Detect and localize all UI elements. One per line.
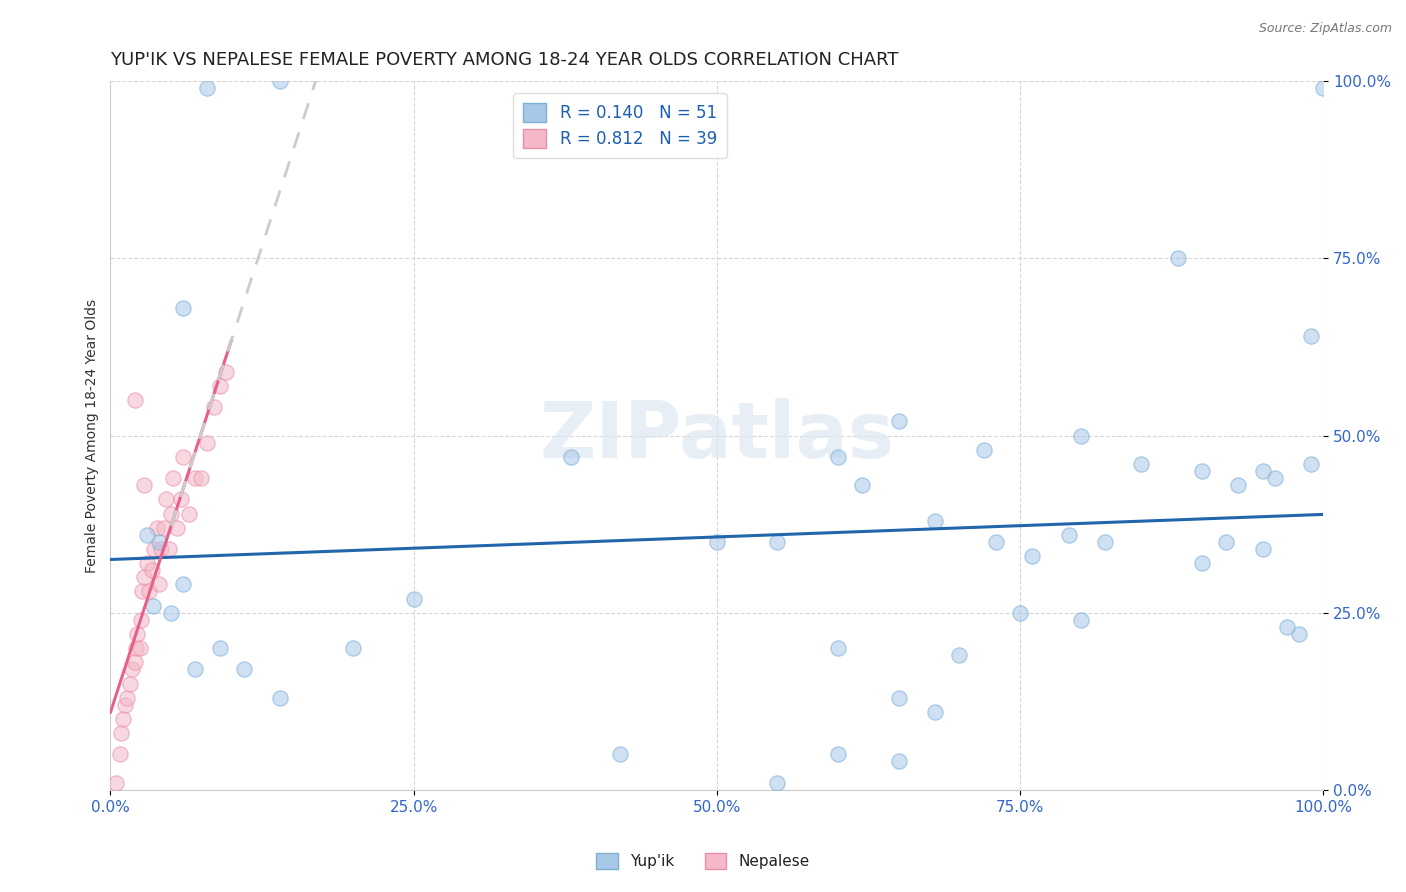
Point [766,534,789,549]
Point [560,450,582,464]
Point [118,676,141,690]
Legend: Yup'ik, Nepalese: Yup'ik, Nepalese [591,847,815,875]
Point [766,776,789,790]
Point [135,528,157,542]
Point [1215,534,1237,549]
Point [127,627,149,641]
Point [179,507,201,521]
Point [184,471,207,485]
Point [166,521,188,535]
Point [1251,541,1274,556]
Point [197,435,219,450]
Point [131,584,153,599]
Point [827,641,849,656]
Point [145,521,167,535]
Point [160,606,183,620]
Legend: R = 0.140   N = 51, R = 0.812   N = 39: R = 0.140 N = 51, R = 0.812 N = 39 [513,94,727,159]
Point [1191,556,1213,570]
Point [172,577,194,591]
Text: ZIPatlas: ZIPatlas [540,398,894,474]
Point [138,584,160,599]
Y-axis label: Female Poverty Among 18-24 Year Olds: Female Poverty Among 18-24 Year Olds [86,299,100,573]
Point [111,712,134,726]
Point [402,591,425,606]
Point [152,521,174,535]
Point [114,698,136,712]
Point [148,534,170,549]
Point [269,690,291,705]
Point [1167,252,1189,266]
Point [924,514,946,528]
Point [129,613,152,627]
Point [1070,613,1092,627]
Point [121,662,143,676]
Point [1130,457,1153,471]
Point [948,648,970,663]
Point [117,690,139,705]
Point [150,541,173,556]
Point [827,450,849,464]
Point [208,641,231,656]
Point [1251,464,1274,478]
Point [148,577,170,591]
Point [1264,471,1286,485]
Point [1288,627,1310,641]
Point [134,478,156,492]
Point [1301,329,1323,343]
Point [202,401,225,415]
Point [142,599,165,613]
Point [706,534,728,549]
Point [1312,81,1334,95]
Point [172,301,194,315]
Point [924,705,946,719]
Point [1057,528,1080,542]
Point [172,450,194,464]
Point [170,492,193,507]
Point [609,747,631,762]
Point [155,492,177,507]
Point [827,747,849,762]
Point [108,747,131,762]
Point [184,662,207,676]
Point [141,563,163,577]
Point [124,393,146,408]
Point [1070,428,1092,442]
Text: YUP'IK VS NEPALESE FEMALE POVERTY AMONG 18-24 YEAR OLDS CORRELATION CHART: YUP'IK VS NEPALESE FEMALE POVERTY AMONG … [111,51,898,69]
Point [110,726,132,740]
Point [190,471,212,485]
Point [128,641,150,656]
Point [1094,534,1116,549]
Point [232,662,254,676]
Point [1227,478,1250,492]
Point [124,655,146,669]
Point [887,755,910,769]
Point [269,74,291,88]
Point [134,570,156,584]
Point [1191,464,1213,478]
Point [342,641,364,656]
Point [208,379,231,393]
Point [887,414,910,428]
Text: Source: ZipAtlas.com: Source: ZipAtlas.com [1258,22,1392,36]
Point [973,442,995,457]
Point [105,776,128,790]
Point [214,365,236,379]
Point [197,81,219,95]
Point [162,471,184,485]
Point [1301,457,1323,471]
Point [1021,549,1043,563]
Point [143,541,166,556]
Point [135,556,157,570]
Point [851,478,873,492]
Point [160,507,183,521]
Point [1010,606,1032,620]
Point [984,534,1007,549]
Point [157,541,180,556]
Point [1275,620,1298,634]
Point [125,641,148,656]
Point [887,690,910,705]
